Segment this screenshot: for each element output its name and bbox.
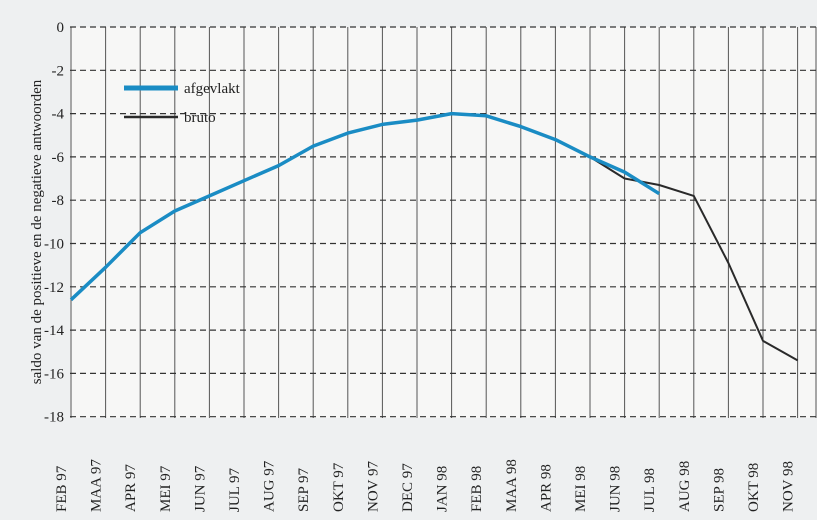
x-tick-label: JUN 98 xyxy=(608,466,624,512)
x-tick-label: MEI 97 xyxy=(158,465,174,512)
y-tick-label: -2 xyxy=(52,63,65,79)
x-tick-label: JUL 97 xyxy=(227,467,243,512)
legend: afgevlakt bruto xyxy=(124,81,241,126)
series-line-bruto xyxy=(589,156,799,362)
x-tick-label: MAA 97 xyxy=(89,459,105,512)
y-tick-label: -12 xyxy=(44,280,64,296)
x-tick-label: AUG 97 xyxy=(262,460,278,512)
x-tick-label: MEI 98 xyxy=(573,466,589,512)
x-tick-label: SEP 98 xyxy=(711,468,727,512)
x-tick-label: OKT 98 xyxy=(746,463,762,512)
x-tick-label: OKT 97 xyxy=(331,462,347,512)
vertical-gridlines xyxy=(70,27,817,418)
x-tick-label: FEB 97 xyxy=(54,465,70,512)
series-lines xyxy=(69,111,799,362)
y-tick-label: -4 xyxy=(52,107,65,123)
x-tick-label: JUN 97 xyxy=(192,465,208,512)
x-tick-label: AUG 98 xyxy=(677,461,693,512)
y-tick-label: -6 xyxy=(52,150,65,166)
x-tick-label: JUL 98 xyxy=(642,468,658,512)
x-tick-label: MAA 98 xyxy=(504,459,520,512)
x-tick-label: NOV 98 xyxy=(781,461,797,512)
x-tick-label: APR 97 xyxy=(123,464,139,512)
x-tick-label: FEB 98 xyxy=(469,466,485,512)
x-tick-labels: FEB 97 MAA 97 APR 97 MEI 97 JUN 97 JUL 97 AUG … xyxy=(54,459,797,512)
y-axis-title: saldo van de positieve en de negatieve a… xyxy=(29,79,45,384)
horizontal-gridlines xyxy=(70,26,817,418)
x-tick-label: APR 98 xyxy=(538,464,554,512)
y-tick-label: -10 xyxy=(44,237,64,253)
x-tick-label: SEP 97 xyxy=(296,467,312,512)
y-tick-labels: 0 -2 -4 -6 -8 -10 -12 -14 -16 -18 xyxy=(44,20,64,426)
x-tick-label: JAN 98 xyxy=(435,466,451,512)
plot-area xyxy=(70,27,817,418)
x-tick-label: DEC 97 xyxy=(400,463,416,512)
x-tick-label: NOV 97 xyxy=(365,461,381,512)
y-tick-label: -16 xyxy=(44,366,64,382)
legend-label-afgevlakt: afgevlakt xyxy=(184,81,241,97)
legend-label-bruto: bruto xyxy=(184,110,216,126)
y-tick-label: -8 xyxy=(52,193,65,209)
y-tick-label: 0 xyxy=(57,20,65,36)
y-tick-label: -18 xyxy=(44,410,64,426)
y-tick-label: -14 xyxy=(44,323,64,339)
series-line-afgevlakt xyxy=(69,111,661,302)
